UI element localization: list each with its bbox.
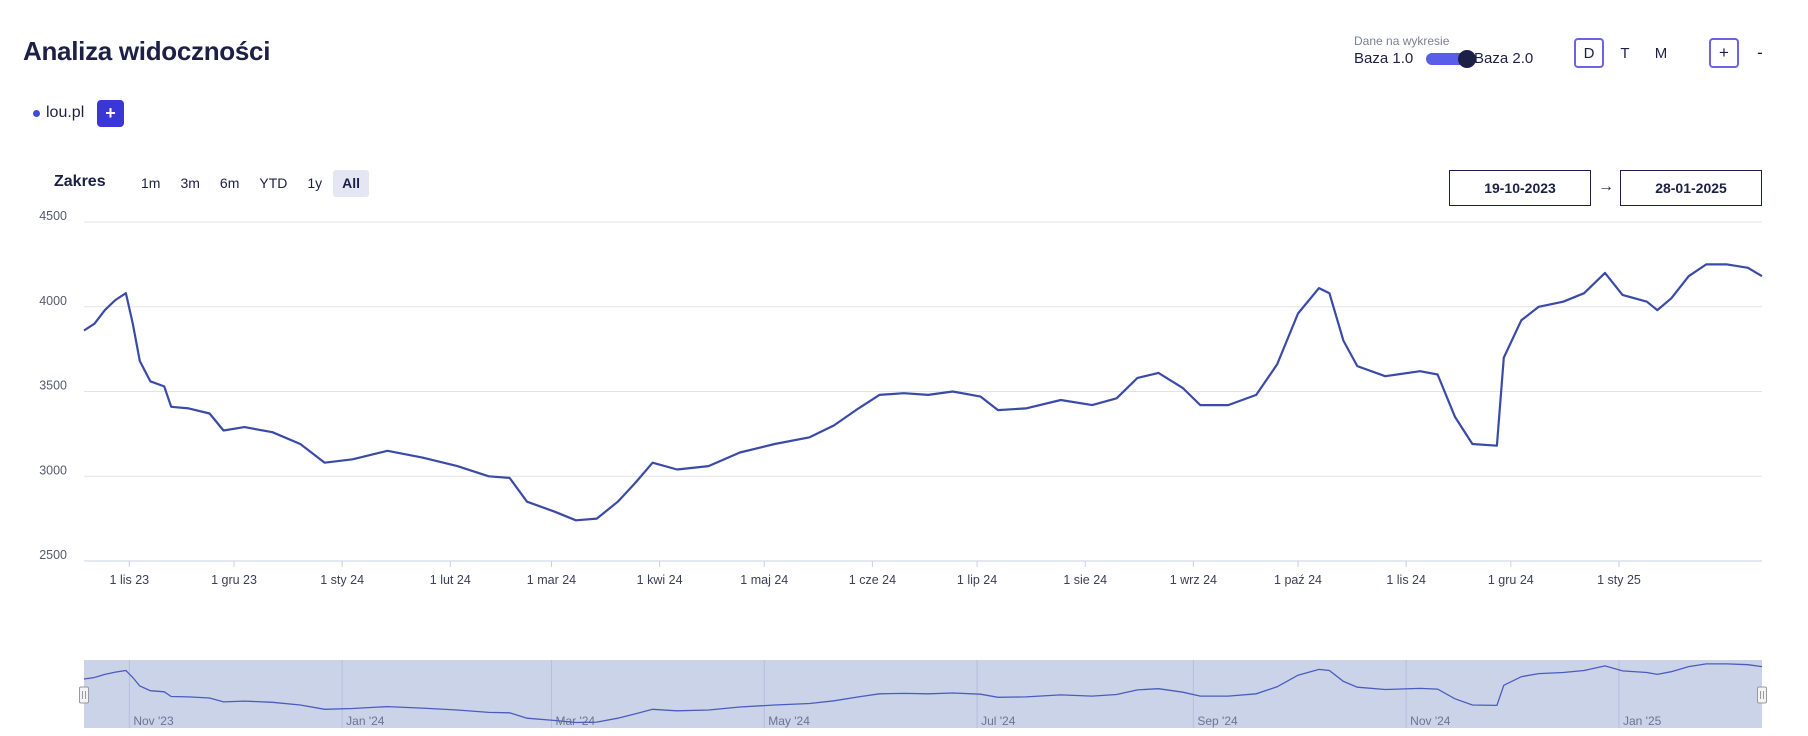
y-tick-label: 3000 — [39, 463, 67, 477]
page-title: Analiza widoczności — [23, 36, 271, 66]
date-from-input[interactable]: 19-10-2023 — [1449, 170, 1591, 206]
data-source-toggle: Dane na wykresie Baza 1.0 Baza 2.0 — [1354, 34, 1544, 74]
navigator-left-handle[interactable] — [79, 686, 89, 704]
range-buttons: 1m 3m 6m YTD 1y All — [132, 170, 370, 197]
date-to-input[interactable]: 28-01-2025 — [1620, 170, 1762, 206]
zoom-in-button[interactable]: + — [1709, 38, 1739, 68]
domain-color-dot — [33, 109, 40, 117]
y-tick-label: 2500 — [39, 548, 67, 562]
x-tick-label: 1 wrz 24 — [1170, 573, 1217, 587]
x-tick-label: 1 maj 24 — [740, 573, 788, 587]
y-tick-label: 4500 — [39, 209, 67, 223]
x-tick-label: 1 mar 24 — [527, 573, 576, 587]
navigator-tick-label: Nov '23 — [133, 714, 174, 728]
interval-month-button[interactable]: M — [1654, 44, 1668, 62]
range-1m-button[interactable]: 1m — [141, 175, 161, 191]
range-ytd-button[interactable]: YTD — [259, 175, 288, 191]
navigator-tick-label: Jul '24 — [981, 714, 1016, 728]
range-1y-button[interactable]: 1y — [307, 175, 323, 191]
x-tick-label: 1 lis 23 — [110, 573, 150, 587]
x-tick-label: 1 gru 24 — [1488, 573, 1534, 587]
x-tick-label: 1 paź 24 — [1274, 573, 1322, 587]
data-toggle-caption: Dane na wykresie — [1354, 34, 1450, 48]
x-tick-label: 1 kwi 24 — [637, 573, 683, 587]
add-domain-button[interactable]: + — [97, 100, 124, 127]
visibility-series-line — [83, 263, 1763, 522]
navigator-tick-label: Jan '24 — [346, 714, 385, 728]
x-tick-label: 1 cze 24 — [849, 573, 896, 587]
navigator-tick-label: Sep '24 — [1197, 714, 1238, 728]
x-tick-label: 1 gru 23 — [211, 573, 257, 587]
x-tick-label: 1 lip 24 — [957, 573, 997, 587]
interval-week-button[interactable]: T — [1620, 44, 1630, 62]
interval-buttons: D T M — [1574, 38, 1676, 68]
navigator-tick-label: Mar '24 — [555, 714, 595, 728]
domain-chip[interactable]: lou.pl — [33, 104, 84, 122]
navigator-tick-label: Nov '24 — [1410, 714, 1451, 728]
navigator-right-handle[interactable] — [1757, 686, 1767, 704]
y-tick-label: 4000 — [39, 294, 67, 308]
navigator-tick-label: Jan '25 — [1623, 714, 1662, 728]
data-toggle-right-label: Baza 2.0 — [1474, 50, 1534, 67]
navigator-tick-label: May '24 — [768, 714, 810, 728]
range-3m-button[interactable]: 3m — [180, 175, 200, 191]
y-tick-label: 3500 — [39, 379, 67, 393]
navigator-series-line — [83, 663, 1763, 724]
range-6m-button[interactable]: 6m — [219, 175, 240, 191]
x-tick-label: 1 sty 25 — [1597, 573, 1641, 587]
date-range-arrow: → — [1598, 178, 1614, 195]
x-tick-label: 1 sty 24 — [320, 573, 364, 587]
range-all-button[interactable]: All — [333, 170, 370, 197]
switch-knob — [1458, 50, 1476, 68]
interval-day-button[interactable]: D — [1574, 38, 1604, 68]
domain-label: lou.pl — [46, 104, 85, 121]
x-tick-label: 1 lis 24 — [1386, 573, 1426, 587]
x-tick-label: 1 lut 24 — [430, 573, 471, 587]
data-source-switch[interactable] — [1426, 50, 1476, 68]
data-toggle-left-label: Baza 1.0 — [1354, 50, 1414, 67]
x-tick-label: 1 sie 24 — [1063, 573, 1107, 587]
zoom-out-button[interactable]: - — [1757, 43, 1763, 62]
range-label: Zakres — [54, 173, 106, 190]
